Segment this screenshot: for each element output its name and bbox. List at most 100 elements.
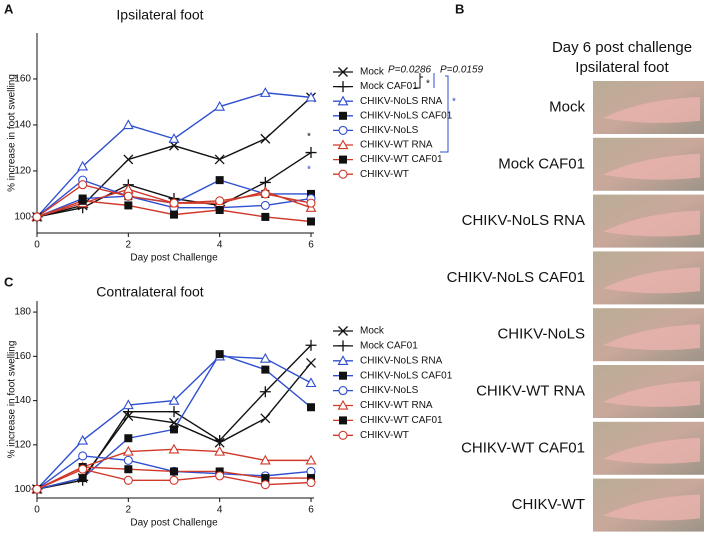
p-value: P=0.0159 xyxy=(440,65,484,76)
legend-label: Mock xyxy=(360,326,385,337)
marker xyxy=(260,480,270,490)
marker xyxy=(168,394,180,405)
marker xyxy=(78,464,88,474)
marker xyxy=(122,445,134,456)
legend-label: Mock CAF01 xyxy=(360,81,418,92)
marker xyxy=(214,100,226,111)
marker xyxy=(124,465,133,474)
chart-title: Ipsilateral foot xyxy=(116,7,203,23)
y-tick-label: 100 xyxy=(14,484,31,495)
x-tick-label: 2 xyxy=(126,240,132,251)
photo-label: CHIKV-WT CAF01 xyxy=(461,439,585,456)
photo-label: Mock CAF01 xyxy=(498,155,585,172)
marker xyxy=(123,455,133,465)
marker xyxy=(168,133,180,143)
marker xyxy=(215,196,225,206)
legend-label: CHIKV-NoLS xyxy=(360,125,419,136)
photo-label: Mock xyxy=(549,98,585,115)
marker xyxy=(78,196,87,205)
marker xyxy=(124,201,133,210)
marker xyxy=(260,189,270,199)
photo-label: CHIKV-NoLS CAF01 xyxy=(447,269,585,286)
foot xyxy=(603,153,700,180)
legend-label: CHIKV-NoLS CAF01 xyxy=(360,370,453,381)
marker xyxy=(260,413,271,424)
marker xyxy=(307,217,315,226)
legend-marker xyxy=(337,81,349,93)
y-tick-label: 140 xyxy=(14,395,31,406)
marker xyxy=(261,365,270,374)
marker xyxy=(168,406,180,418)
marker xyxy=(305,339,317,351)
foot xyxy=(603,96,700,123)
marker xyxy=(77,160,89,171)
y-tick-label: 180 xyxy=(14,307,31,318)
marker xyxy=(78,180,88,190)
photo-label: CHIKV-NoLS RNA xyxy=(462,212,585,229)
marker xyxy=(77,434,89,445)
marker xyxy=(32,484,42,494)
marker xyxy=(215,176,224,185)
y-tick-label: 160 xyxy=(14,351,31,362)
marker xyxy=(170,467,178,476)
y-tick-label: 120 xyxy=(14,166,31,177)
legend-label: CHIKV-NoLS RNA xyxy=(360,96,443,107)
x-tick-label: 0 xyxy=(34,240,40,251)
legend-marker xyxy=(338,67,348,77)
marker xyxy=(306,358,316,368)
marker xyxy=(168,443,180,454)
marker xyxy=(123,475,133,485)
legend-marker xyxy=(338,386,348,396)
legend-label: Mock CAF01 xyxy=(360,341,418,352)
legend-marker xyxy=(337,139,349,150)
y-tick-label: 120 xyxy=(14,440,31,451)
legend-label: CHIKV-NoLS CAF01 xyxy=(360,110,453,121)
x-tick-label: 2 xyxy=(126,505,132,516)
foot xyxy=(603,267,700,294)
marker xyxy=(169,198,179,208)
legend-marker xyxy=(339,111,347,120)
marker xyxy=(123,154,134,165)
x-tick-label: 6 xyxy=(308,505,314,516)
p-value: P=0.0286 xyxy=(388,65,432,76)
legend-marker xyxy=(337,399,349,410)
panel-label: B xyxy=(455,1,464,16)
legend-label: CHIKV-WT RNA xyxy=(360,400,433,411)
marker xyxy=(170,210,178,219)
legend-marker xyxy=(338,430,348,440)
x-tick-label: 0 xyxy=(34,505,40,516)
legend-label: CHIKV-WT xyxy=(360,169,409,180)
marker xyxy=(214,434,226,446)
marker xyxy=(169,475,179,485)
marker xyxy=(170,425,178,434)
marker xyxy=(123,191,133,201)
asterisk: * xyxy=(426,79,430,90)
marker xyxy=(122,399,134,410)
marker xyxy=(305,91,317,102)
marker xyxy=(306,198,316,208)
photo-title: Ipsilateral foot xyxy=(575,59,669,76)
marker xyxy=(78,451,88,461)
asterisk: * xyxy=(307,165,311,176)
photo-panel: Mock Mock CAF01 CHIKV-NoLS RNA CHIKV-NoLS C… xyxy=(447,81,704,532)
y-tick-label: 160 xyxy=(14,74,31,85)
legend-label: CHIKV-WT CAF01 xyxy=(360,154,443,165)
foot xyxy=(603,380,700,407)
y-tick-label: 140 xyxy=(14,120,31,131)
photo-title: Day 6 post challenge xyxy=(552,39,692,56)
legend-marker xyxy=(338,125,348,135)
legend-marker xyxy=(337,95,349,106)
marker xyxy=(260,200,270,210)
marker xyxy=(259,454,271,465)
legend-marker xyxy=(338,169,348,179)
marker xyxy=(260,133,271,144)
legend-label: CHIKV-WT xyxy=(360,430,409,441)
panel-label: C xyxy=(4,274,14,289)
photo-label: CHIKV-WT xyxy=(512,496,585,513)
bracket xyxy=(414,73,421,89)
marker xyxy=(122,119,134,130)
legend-label: CHIKV-NoLS xyxy=(360,385,419,396)
legend-label: CHIKV-WT CAF01 xyxy=(360,415,443,426)
marker xyxy=(259,352,271,363)
